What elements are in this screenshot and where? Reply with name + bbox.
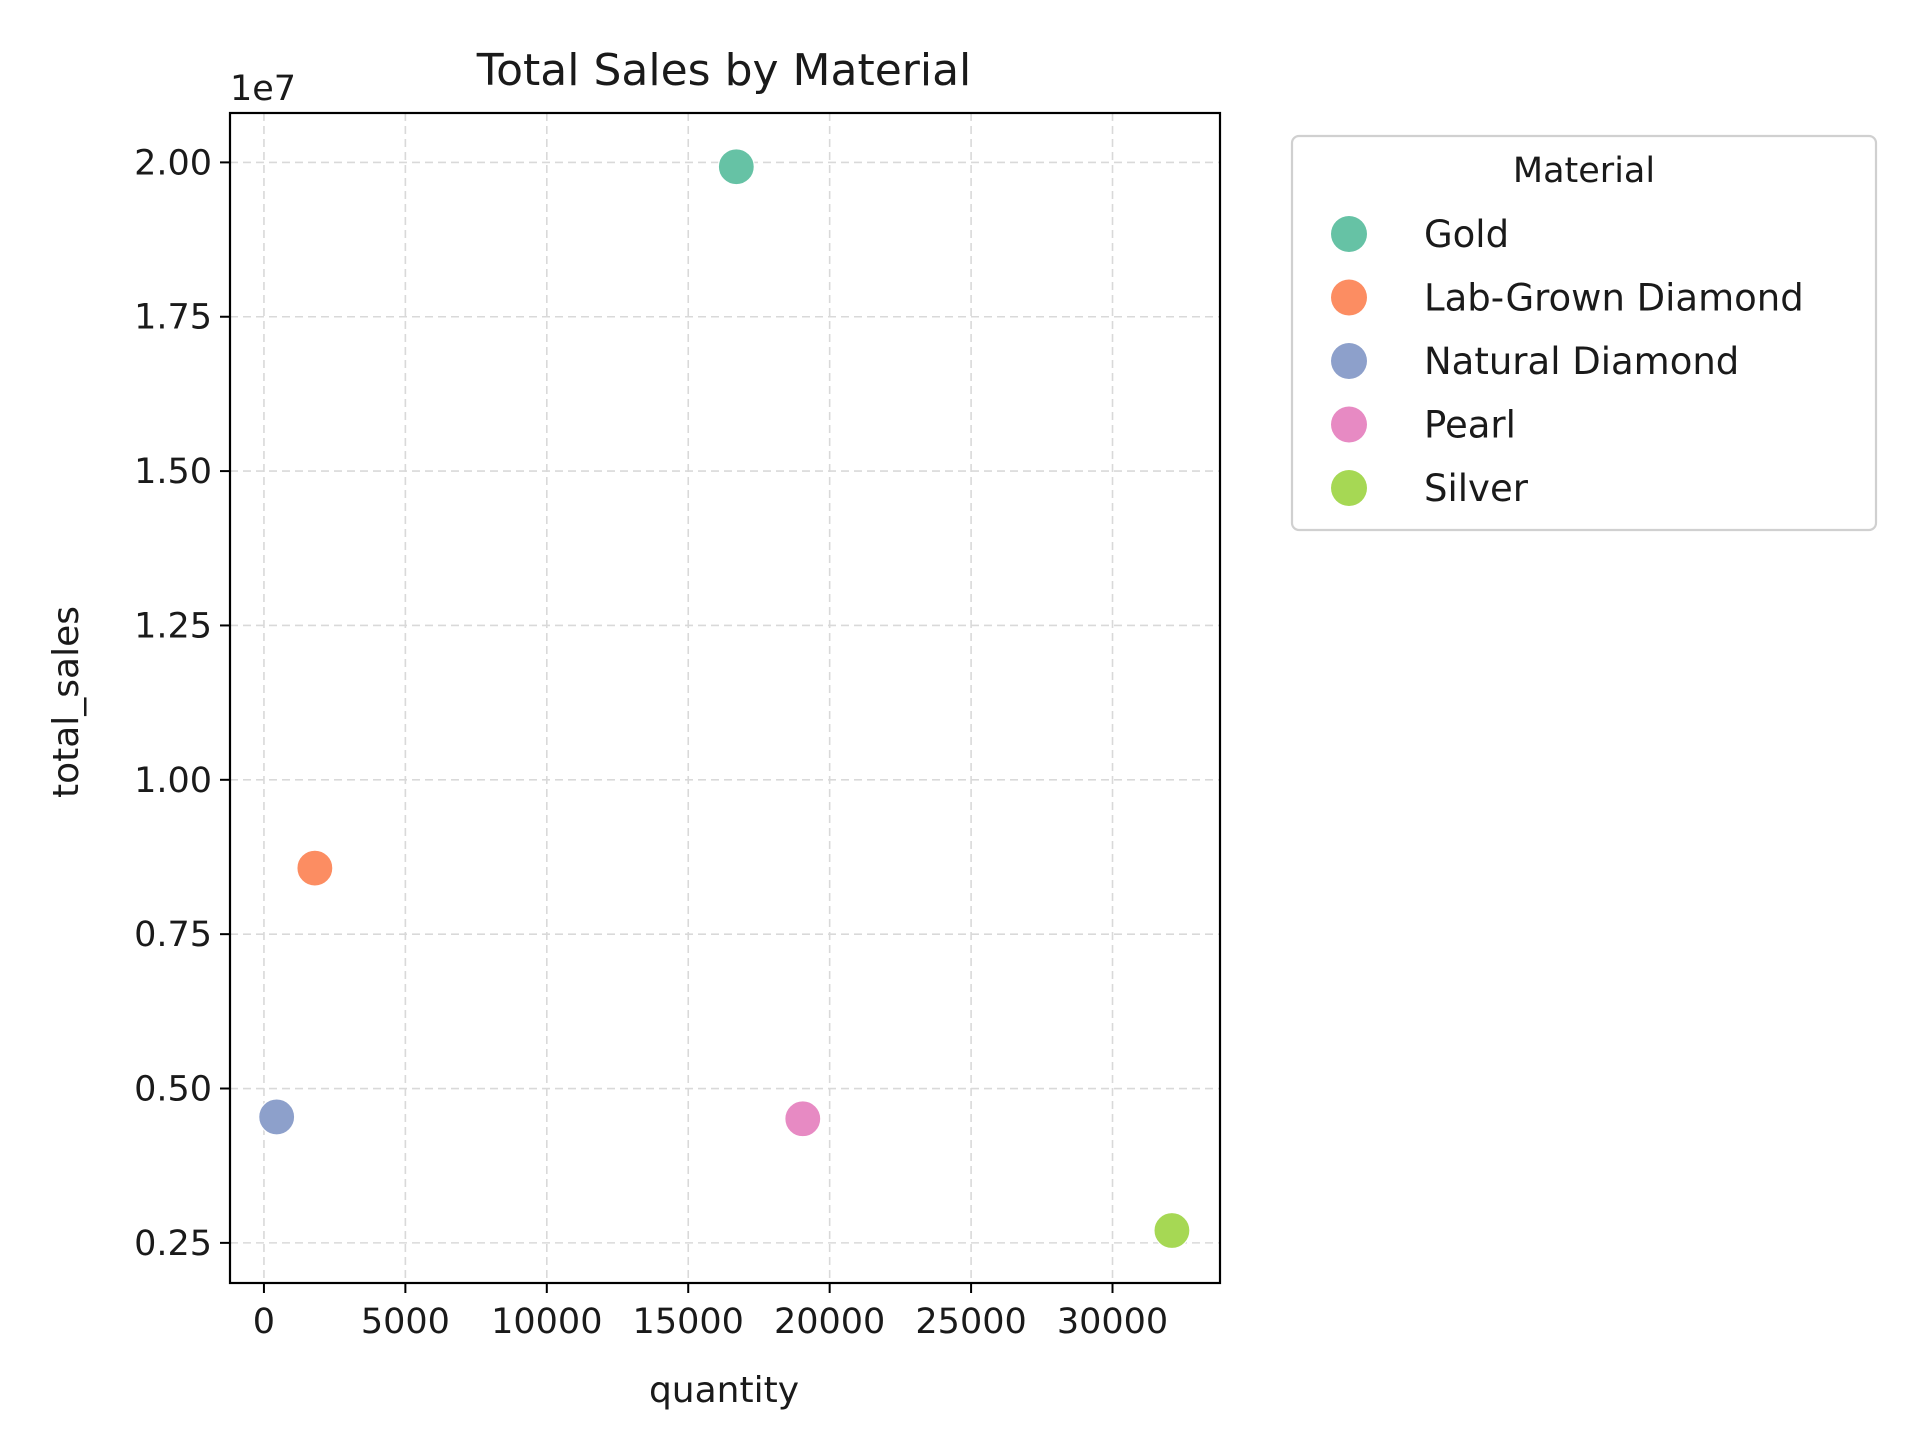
y-tick-label: 1.25	[134, 606, 212, 646]
x-axis-ticks: 0 5000 10000 15000 20000 25000 30000	[253, 1283, 1168, 1342]
grid-lines	[230, 113, 1220, 1283]
y-tick-label: 1.50	[134, 452, 212, 492]
x-axis-label: quantity	[649, 1370, 799, 1411]
legend: Material Gold Lab-Grown Diamond Natural Di…	[1290, 134, 1878, 532]
legend-marker-natural-diamond	[1331, 343, 1367, 379]
legend-label-natural-diamond: Natural Diamond	[1424, 340, 1739, 383]
data-point-pearl	[784, 1100, 822, 1138]
data-point-natural-diamond	[258, 1098, 296, 1136]
y-axis-offset-label: 1e7	[230, 69, 296, 109]
x-tick-label: 25000	[915, 1302, 1026, 1342]
y-tick-label: 0.75	[134, 915, 212, 955]
legend-label-silver: Silver	[1424, 467, 1529, 510]
data-points	[258, 148, 1191, 1250]
legend-title: Material	[1513, 151, 1655, 191]
legend-marker-pearl	[1331, 406, 1367, 443]
y-axis-label: total_sales	[46, 606, 87, 798]
legend-label-lab-grown-diamond: Lab-Grown Diamond	[1424, 277, 1804, 320]
legend-label-pearl: Pearl	[1424, 404, 1516, 447]
data-point-gold	[717, 148, 755, 186]
x-tick-label: 5000	[361, 1302, 450, 1342]
legend-items: Gold Lab-Grown Diamond Natural Diamond Pear…	[1331, 213, 1804, 510]
chart-title: Total Sales by Material	[476, 45, 972, 96]
x-tick-label: 15000	[633, 1302, 744, 1342]
legend-marker-silver	[1331, 470, 1367, 506]
legend-marker-gold	[1331, 216, 1367, 252]
x-tick-label: 30000	[1057, 1302, 1168, 1342]
y-tick-label: 0.25	[134, 1224, 212, 1264]
y-tick-label: 1.00	[134, 761, 212, 801]
y-axis-ticks: 0.25 0.50 0.75 1.00 1.25 1.50 1.75 2.00	[134, 143, 230, 1264]
data-point-silver	[1153, 1211, 1191, 1250]
legend-label-gold: Gold	[1424, 213, 1509, 256]
y-tick-label: 1.75	[134, 298, 212, 338]
plot-area	[228, 111, 1222, 1285]
x-tick-label: 10000	[491, 1302, 602, 1342]
y-tick-label: 2.00	[134, 143, 212, 183]
x-tick-label: 20000	[774, 1302, 885, 1342]
x-tick-label: 0	[253, 1302, 275, 1342]
legend-marker-lab-grown-diamond	[1331, 279, 1367, 316]
data-point-lab-grown-diamond	[296, 849, 334, 887]
legend-frame	[1290, 134, 1878, 532]
y-tick-label: 0.50	[134, 1070, 212, 1110]
